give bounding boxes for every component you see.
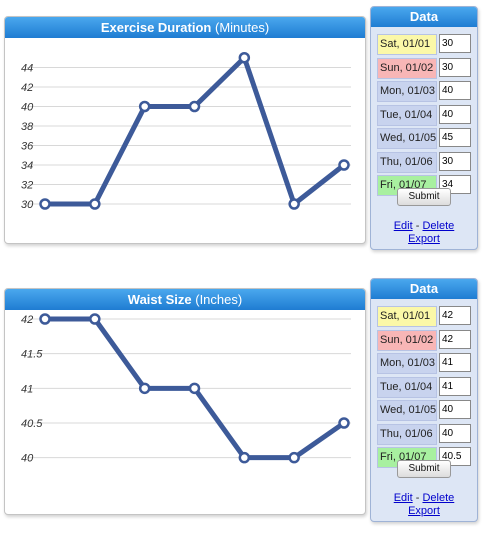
link-separator: - — [412, 492, 423, 504]
waist-links: Edit - Delete Export — [371, 492, 477, 518]
exercise-chart-plot: 30 32 34 36 38 40 42 44 — [21, 52, 351, 211]
series-line — [42, 55, 347, 207]
exercise-submit-button[interactable]: Submit — [397, 188, 451, 206]
y-tick-label: 38 — [21, 121, 34, 133]
y-tick-label: 42 — [21, 82, 33, 94]
exercise-edit-link[interactable]: Edit — [393, 220, 413, 232]
link-separator: - — [412, 220, 423, 232]
value-input[interactable] — [439, 376, 471, 396]
data-point — [89, 313, 101, 325]
date-label: Mon, 01/03 — [377, 81, 437, 102]
date-label: Thu, 01/06 — [377, 423, 437, 445]
date-label: Sun, 01/02 — [377, 57, 437, 79]
data-point — [238, 52, 251, 64]
data-point — [188, 100, 201, 113]
exercise-chart-panel: Exercise Duration (Minutes) 30 32 34 36 38 40… — [4, 16, 366, 244]
waist-data-panel: Data Sat, 01/01Sun, 01/02Mon, 01/03Tue, … — [370, 278, 478, 522]
waist-chart-plot: 40 40.5 41 41.5 42 — [21, 313, 351, 465]
y-tick-label: 40 — [21, 102, 34, 114]
data-point — [39, 313, 51, 325]
data-point — [288, 198, 300, 210]
data-point — [39, 198, 51, 210]
data-point — [188, 382, 201, 395]
exercise-links: Edit - Delete Export — [371, 220, 477, 246]
date-label: Wed, 01/05 — [377, 128, 437, 149]
exercise-delete-link[interactable]: Delete — [422, 220, 455, 232]
data-point — [138, 100, 151, 113]
waist-export-link[interactable]: Export — [408, 505, 440, 517]
y-tick-label: 44 — [21, 63, 33, 75]
y-tick-label: 34 — [21, 160, 33, 172]
date-label: Thu, 01/06 — [377, 151, 437, 173]
exercise-chart-title-text: Exercise Duration — [100, 20, 212, 35]
date-label: Tue, 01/04 — [377, 104, 437, 126]
exercise-chart-title: Exercise Duration (Minutes) — [5, 17, 365, 38]
value-input[interactable] — [439, 34, 471, 53]
data-point — [288, 451, 300, 464]
value-input[interactable] — [439, 400, 471, 419]
value-input[interactable] — [439, 306, 471, 325]
waist-chart-panel: Waist Size (Inches) 40 40.5 41 41.5 42 — [4, 288, 366, 515]
waist-edit-link[interactable]: Edit — [393, 492, 413, 504]
date-label: Tue, 01/04 — [377, 376, 437, 398]
y-tick-label: 32 — [21, 180, 33, 192]
exercise-chart-unit: (Minutes) — [214, 20, 270, 35]
date-label: Sun, 01/02 — [377, 329, 437, 351]
waist-delete-link[interactable]: Delete — [422, 492, 455, 504]
waist-chart-title: Waist Size (Inches) — [5, 289, 365, 310]
exercise-data-panel: Data Sat, 01/01Sun, 01/02Mon, 01/03Tue, … — [370, 6, 478, 250]
waist-data-title: Data — [371, 279, 477, 299]
y-tick-label: 41 — [21, 383, 33, 395]
data-point — [138, 382, 151, 395]
y-tick-label: 40 — [21, 453, 34, 465]
value-input[interactable] — [439, 151, 471, 171]
data-point — [338, 159, 350, 171]
value-input[interactable] — [439, 57, 471, 77]
exercise-export-link[interactable]: Export — [408, 233, 440, 245]
y-tick-label: 30 — [21, 199, 34, 211]
data-point — [238, 451, 251, 464]
y-tick-label: 41.5 — [21, 349, 43, 361]
data-point — [338, 417, 350, 429]
waist-submit-button[interactable]: Submit — [397, 460, 451, 478]
y-tick-label: 42 — [21, 314, 33, 326]
waist-chart-title-text: Waist Size — [127, 292, 192, 307]
date-label: Mon, 01/03 — [377, 353, 437, 374]
value-input[interactable] — [439, 81, 471, 100]
exercise-data-title: Data — [371, 7, 477, 27]
waist-chart-unit: (Inches) — [195, 292, 243, 307]
value-input[interactable] — [439, 329, 471, 349]
value-input[interactable] — [439, 104, 471, 124]
y-tick-label: 36 — [21, 141, 34, 153]
value-input[interactable] — [439, 423, 471, 443]
date-label: Sat, 01/01 — [377, 306, 437, 327]
date-label: Wed, 01/05 — [377, 400, 437, 421]
y-tick-label: 40.5 — [21, 418, 43, 430]
date-label: Sat, 01/01 — [377, 34, 437, 55]
data-point — [89, 198, 101, 210]
value-input[interactable] — [439, 353, 471, 372]
value-input[interactable] — [439, 128, 471, 147]
